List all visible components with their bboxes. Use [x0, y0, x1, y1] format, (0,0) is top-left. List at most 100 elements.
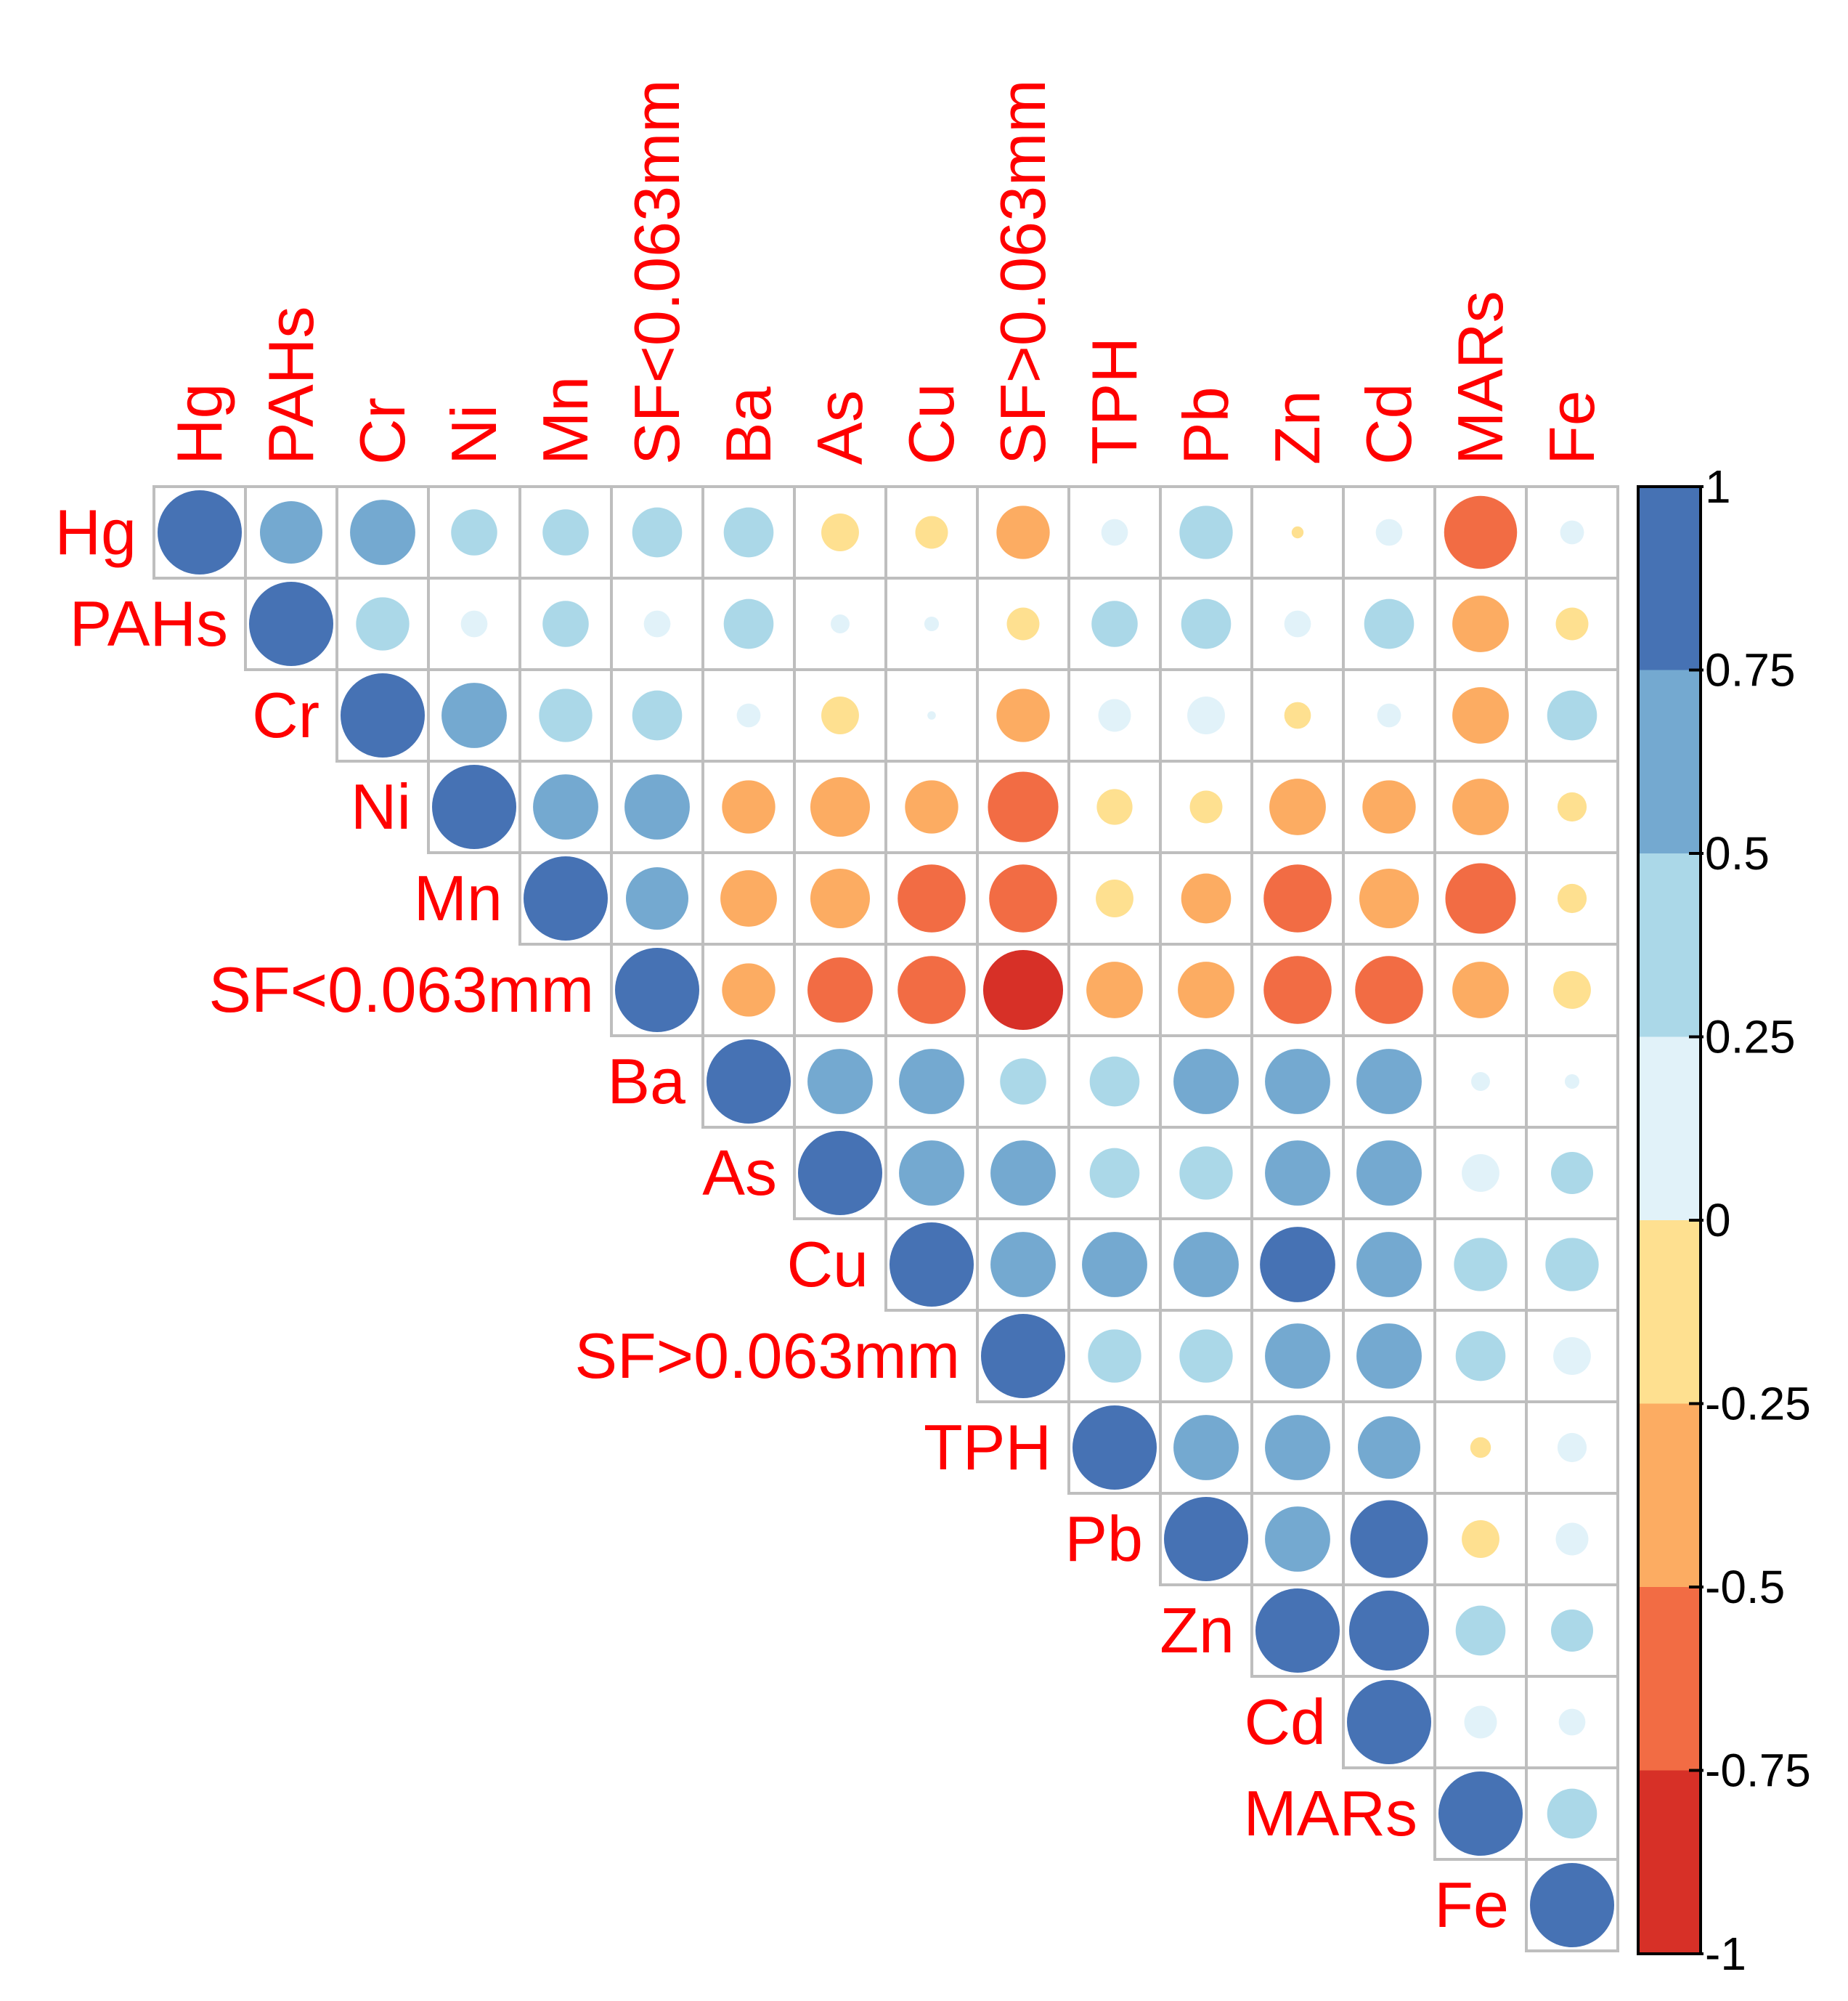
corr-circle-hg-sf-gt-0-063mm: [996, 506, 1050, 559]
colorbar-tick-label: 1: [1705, 460, 1731, 513]
corr-circle-pahs-ba: [723, 598, 774, 649]
corr-circle-hg-ba: [723, 507, 774, 558]
corr-circle-pahs-zn: [1284, 610, 1311, 638]
corr-circle-cr-mn: [539, 689, 593, 742]
corr-circle-pahs-ni: [460, 610, 488, 638]
colorbar-bin: [1638, 853, 1701, 1037]
corr-circle-mars-mars: [1438, 1771, 1523, 1856]
colorbar-bin: [1638, 670, 1701, 854]
corr-circle-cr-fe: [1547, 690, 1597, 741]
corr-circle-pb-fe: [1555, 1522, 1589, 1556]
col-label-pb: Pb: [1170, 386, 1242, 465]
corr-circle-cr-pb: [1187, 697, 1225, 734]
colorbar-tick-label: 0.25: [1705, 1011, 1796, 1063]
colorbar-tick-label: -0.75: [1705, 1745, 1811, 1797]
corr-circle-tph-zn: [1265, 1415, 1330, 1480]
corr-circle-ni-zn: [1269, 779, 1326, 835]
corr-circle-ba-as: [807, 1049, 873, 1114]
corr-circle-pahs-mn: [542, 601, 589, 647]
corr-circle-ni-sf-lt-0-063mm: [624, 774, 690, 840]
row-label-zn: Zn: [1160, 1594, 1234, 1666]
col-label-mn: Mn: [529, 376, 601, 465]
row-label-sf-lt-0-063mm: SF<0.063mm: [208, 954, 594, 1026]
corr-circle-sf-lt-0-063mm-fe: [1553, 971, 1591, 1009]
corr-circle-hg-as: [821, 514, 859, 551]
corr-circle-cr-ba: [736, 703, 761, 728]
colorbar: 1 0.75 0.5 0.25 0 -0.25 -0.5 -0.75 -1: [1637, 460, 1811, 1980]
corr-circle-hg-mn: [542, 509, 589, 556]
corr-circle-ni-cd: [1362, 780, 1416, 834]
corr-circle-sf-lt-0-063mm-pb: [1178, 962, 1234, 1018]
corr-circle-ni-ba: [722, 780, 776, 834]
corr-circle-ba-pb: [1173, 1049, 1239, 1114]
corr-circle-sf-lt-0-063mm-ba: [722, 963, 776, 1017]
corr-circle-mn-pb: [1181, 873, 1232, 924]
corr-circle-ni-cu: [905, 780, 958, 834]
col-label-ba: Ba: [712, 386, 784, 465]
corr-circle-sf-gt-0-063mm-sf-gt-0-063mm: [981, 1314, 1065, 1398]
row-label-pahs: PAHs: [70, 588, 228, 659]
corr-circle-sf-lt-0-063mm-cu: [897, 956, 966, 1024]
corr-circle-pahs-cu: [924, 616, 940, 632]
corr-circle-pahs-pb: [1181, 598, 1232, 649]
col-label-mars: MARs: [1444, 291, 1516, 465]
corr-circle-cr-zn: [1284, 702, 1311, 729]
corr-circle-pahs-sf-lt-0-063mm: [643, 610, 671, 638]
corr-circle-sf-gt-0-063mm-fe: [1553, 1337, 1591, 1375]
colorbar-bin: [1638, 1220, 1701, 1404]
row-label-hg: Hg: [55, 496, 137, 568]
row-label-tph: TPH: [924, 1411, 1051, 1483]
corr-circle-cr-sf-lt-0-063mm: [632, 690, 683, 741]
corr-circle-zn-fe: [1551, 1610, 1593, 1652]
corr-circle-zn-cd: [1348, 1590, 1430, 1671]
corr-circle-cr-ni: [441, 683, 507, 748]
corr-circle-cu-cd: [1356, 1232, 1422, 1297]
row-label-cu: Cu: [787, 1228, 869, 1300]
corr-circle-ba-tph: [1089, 1056, 1140, 1107]
corr-circle-cu-tph: [1082, 1232, 1147, 1297]
corr-circle-hg-fe: [1560, 520, 1584, 545]
corr-circle-zn-zn: [1255, 1588, 1340, 1673]
corr-circle-tph-tph: [1072, 1405, 1157, 1490]
row-label-ni: Ni: [351, 771, 411, 843]
corr-circle-hg-pahs: [259, 500, 323, 564]
corr-circle-sf-lt-0-063mm-tph: [1086, 962, 1143, 1018]
corr-circle-as-cd: [1356, 1140, 1422, 1206]
colorbar-tick-label: 0: [1705, 1194, 1731, 1246]
corr-circle-ni-pb: [1189, 790, 1223, 824]
corr-circle-mn-cu: [897, 864, 966, 933]
corr-circle-as-as: [798, 1131, 882, 1215]
corr-circle-hg-tph: [1101, 519, 1128, 546]
corr-circle-ba-sf-gt-0-063mm: [1000, 1058, 1046, 1105]
colorbar-bin: [1638, 1036, 1701, 1221]
corr-circle-cr-mars: [1452, 687, 1509, 744]
corr-circle-ni-ni: [432, 765, 516, 849]
corr-circle-cd-fe: [1558, 1708, 1586, 1736]
col-label-tph: TPH: [1078, 337, 1150, 465]
corr-circle-pahs-cr: [356, 597, 410, 651]
corr-circle-hg-cu: [915, 516, 948, 549]
corr-circle-as-pb: [1179, 1146, 1233, 1200]
corr-circle-hg-sf-lt-0-063mm: [632, 507, 683, 558]
corr-circle-as-tph: [1089, 1148, 1140, 1198]
correlation-circles: [158, 490, 1614, 1947]
corr-circle-mn-tph: [1096, 880, 1133, 917]
corr-circle-cu-pb: [1173, 1232, 1239, 1297]
corr-circle-cd-cd: [1347, 1680, 1431, 1764]
corr-circle-pb-cd: [1350, 1500, 1428, 1578]
corr-circle-ni-tph: [1096, 789, 1133, 825]
corr-circle-cr-cu: [927, 711, 936, 720]
cell-grid: [152, 485, 1619, 1952]
corr-circle-cu-fe: [1545, 1238, 1599, 1291]
corr-circle-mn-zn: [1263, 864, 1332, 933]
corr-circle-mn-sf-gt-0-063mm: [989, 864, 1057, 933]
corr-circle-tph-mars: [1470, 1437, 1491, 1458]
corr-circle-mn-sf-lt-0-063mm: [625, 866, 689, 930]
corr-circle-hg-cr: [350, 500, 415, 565]
corr-circle-ba-zn: [1265, 1049, 1330, 1114]
col-label-cd: Cd: [1353, 383, 1425, 466]
column-labels: Hg PAHs Cr Ni Mn SF<0.063mm Ba As Cu SF>0.063mm TP…: [163, 79, 1608, 465]
corr-circle-ba-ba: [707, 1039, 791, 1124]
colorbar-tick-label: -0.5: [1705, 1561, 1785, 1613]
corr-circle-cu-mars: [1454, 1238, 1507, 1291]
